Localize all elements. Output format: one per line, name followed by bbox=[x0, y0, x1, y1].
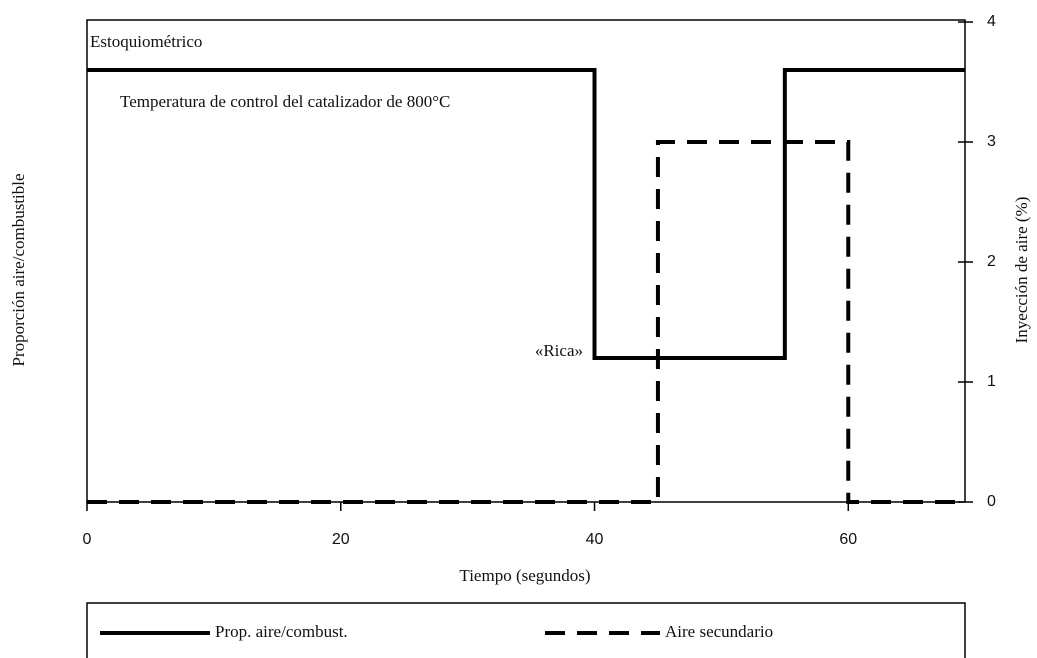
x-tick-label: 20 bbox=[332, 531, 350, 548]
plot-frame bbox=[86, 19, 966, 503]
y2-axis-label: Inyección de aire (%) bbox=[1012, 197, 1031, 344]
x-tick-label: 0 bbox=[83, 531, 92, 548]
annotation: Estoquiométrico bbox=[90, 32, 202, 51]
x-tick-label: 60 bbox=[839, 531, 857, 548]
x-tick-label: 40 bbox=[586, 531, 604, 548]
y2-tick-label: 3 bbox=[987, 133, 996, 150]
legend-box bbox=[86, 602, 966, 658]
y2-tick-label: 2 bbox=[987, 253, 996, 270]
y2-tick-label: 4 bbox=[987, 13, 996, 30]
annotation: Temperatura de control del catalizador d… bbox=[120, 92, 450, 111]
series-line bbox=[87, 68, 965, 360]
legend-label: Aire secundario bbox=[665, 622, 773, 641]
annotation: «Rica» bbox=[535, 341, 583, 360]
series-line bbox=[87, 140, 965, 504]
y2-tick-label: 1 bbox=[987, 373, 996, 390]
legend-label: Prop. aire/combust. bbox=[215, 622, 348, 641]
y-axis-label: Proporción aire/combustible bbox=[9, 173, 28, 366]
y2-tick-label: 0 bbox=[987, 493, 996, 510]
x-axis-label: Tiempo (segundos) bbox=[459, 566, 590, 585]
